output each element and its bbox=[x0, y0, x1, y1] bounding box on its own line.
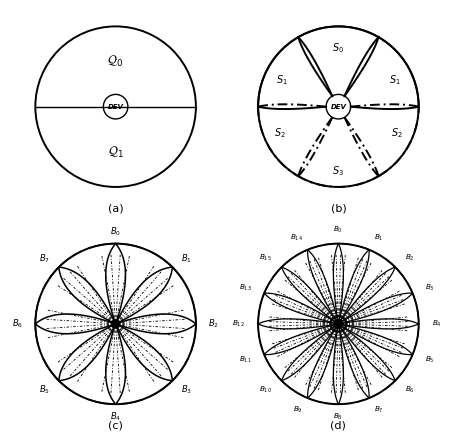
Text: $B_{12}$: $B_{12}$ bbox=[232, 319, 245, 329]
Text: $B_1$: $B_1$ bbox=[181, 252, 192, 265]
Text: $B_7$: $B_7$ bbox=[374, 405, 384, 415]
Text: (b): (b) bbox=[331, 204, 346, 214]
Text: (a): (a) bbox=[108, 204, 123, 214]
Text: $B_4$: $B_4$ bbox=[432, 319, 442, 329]
Text: $B_3$: $B_3$ bbox=[425, 283, 434, 293]
Text: $B_6$: $B_6$ bbox=[405, 385, 415, 395]
Text: $B_6$: $B_6$ bbox=[12, 318, 23, 330]
Text: $S_2$: $S_2$ bbox=[391, 126, 403, 140]
Text: $\mathcal{Q}_1$: $\mathcal{Q}_1$ bbox=[108, 144, 123, 160]
Circle shape bbox=[104, 95, 128, 119]
Text: $B_{13}$: $B_{13}$ bbox=[239, 283, 252, 293]
Text: $S_3$: $S_3$ bbox=[332, 164, 345, 178]
Circle shape bbox=[335, 320, 342, 328]
Text: $B_1$: $B_1$ bbox=[374, 232, 384, 242]
Text: $S_1$: $S_1$ bbox=[276, 73, 288, 87]
Text: $B_9$: $B_9$ bbox=[293, 405, 303, 415]
Text: $B_5$: $B_5$ bbox=[39, 383, 50, 396]
Text: $B_4$: $B_4$ bbox=[110, 410, 121, 423]
Text: (c): (c) bbox=[108, 421, 123, 431]
Text: $B_3$: $B_3$ bbox=[181, 383, 192, 396]
Text: $B_2$: $B_2$ bbox=[208, 318, 219, 330]
Text: DEV: DEV bbox=[108, 104, 123, 110]
Text: $B_{11}$: $B_{11}$ bbox=[239, 355, 252, 365]
Text: DEV: DEV bbox=[331, 104, 346, 110]
Text: $S_0$: $S_0$ bbox=[332, 41, 345, 55]
Text: $S_1$: $S_1$ bbox=[389, 73, 401, 87]
Circle shape bbox=[112, 320, 119, 328]
Text: $B_7$: $B_7$ bbox=[39, 252, 50, 265]
Text: $B_{15}$: $B_{15}$ bbox=[259, 253, 272, 263]
Text: $B_0$: $B_0$ bbox=[334, 225, 343, 235]
Text: (d): (d) bbox=[331, 421, 346, 431]
Circle shape bbox=[326, 95, 350, 119]
Text: $B_{10}$: $B_{10}$ bbox=[259, 385, 272, 395]
Text: $B_8$: $B_8$ bbox=[334, 412, 343, 422]
Text: $B_{14}$: $B_{14}$ bbox=[290, 232, 303, 242]
Text: $S_2$: $S_2$ bbox=[274, 126, 286, 140]
Text: $\mathcal{Q}_0$: $\mathcal{Q}_0$ bbox=[108, 54, 124, 69]
Text: $B_2$: $B_2$ bbox=[405, 253, 414, 263]
Text: $B_5$: $B_5$ bbox=[425, 355, 434, 365]
Text: $B_0$: $B_0$ bbox=[110, 225, 121, 238]
